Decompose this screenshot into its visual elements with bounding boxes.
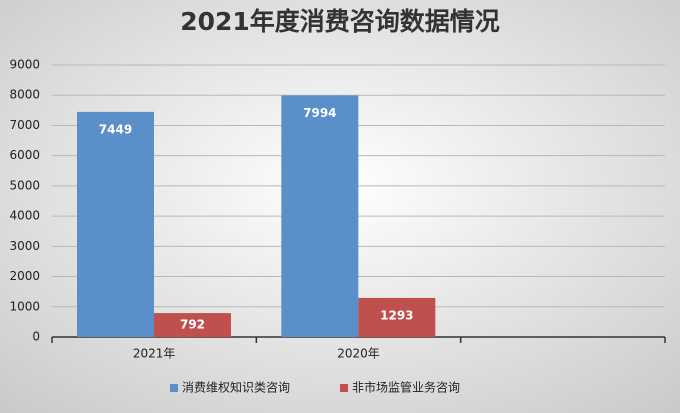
- y-tick-label: 9000: [9, 58, 40, 72]
- y-tick-label: 5000: [9, 178, 40, 192]
- legend-label: 消费维权知识类咨询: [182, 380, 290, 395]
- y-tick-label: 1000: [9, 299, 40, 313]
- bar: [358, 297, 436, 337]
- data-label: 7994: [303, 106, 336, 120]
- data-label: 1293: [380, 308, 413, 322]
- y-tick-label: 2000: [9, 269, 40, 283]
- chart-title: 2021年度消费咨询数据情况: [180, 7, 500, 36]
- x-tick-label: 2020年: [337, 347, 380, 361]
- x-tick-label: 2021年: [133, 347, 176, 361]
- y-tick-label: 3000: [9, 239, 40, 253]
- bar: [154, 313, 231, 337]
- y-tick-label: 8000: [9, 88, 40, 102]
- data-label: 792: [180, 318, 205, 332]
- y-tick-label: 7000: [9, 118, 40, 132]
- bar: [281, 95, 359, 337]
- y-tick-label: 0: [32, 330, 40, 344]
- y-tick-label: 4000: [9, 209, 40, 223]
- legend-label: 非市场监管业务咨询: [352, 380, 460, 395]
- legend-swatch: [340, 384, 348, 392]
- data-label: 7449: [99, 122, 132, 136]
- legend-swatch: [170, 384, 178, 392]
- y-tick-label: 6000: [9, 148, 40, 162]
- bar: [77, 111, 154, 337]
